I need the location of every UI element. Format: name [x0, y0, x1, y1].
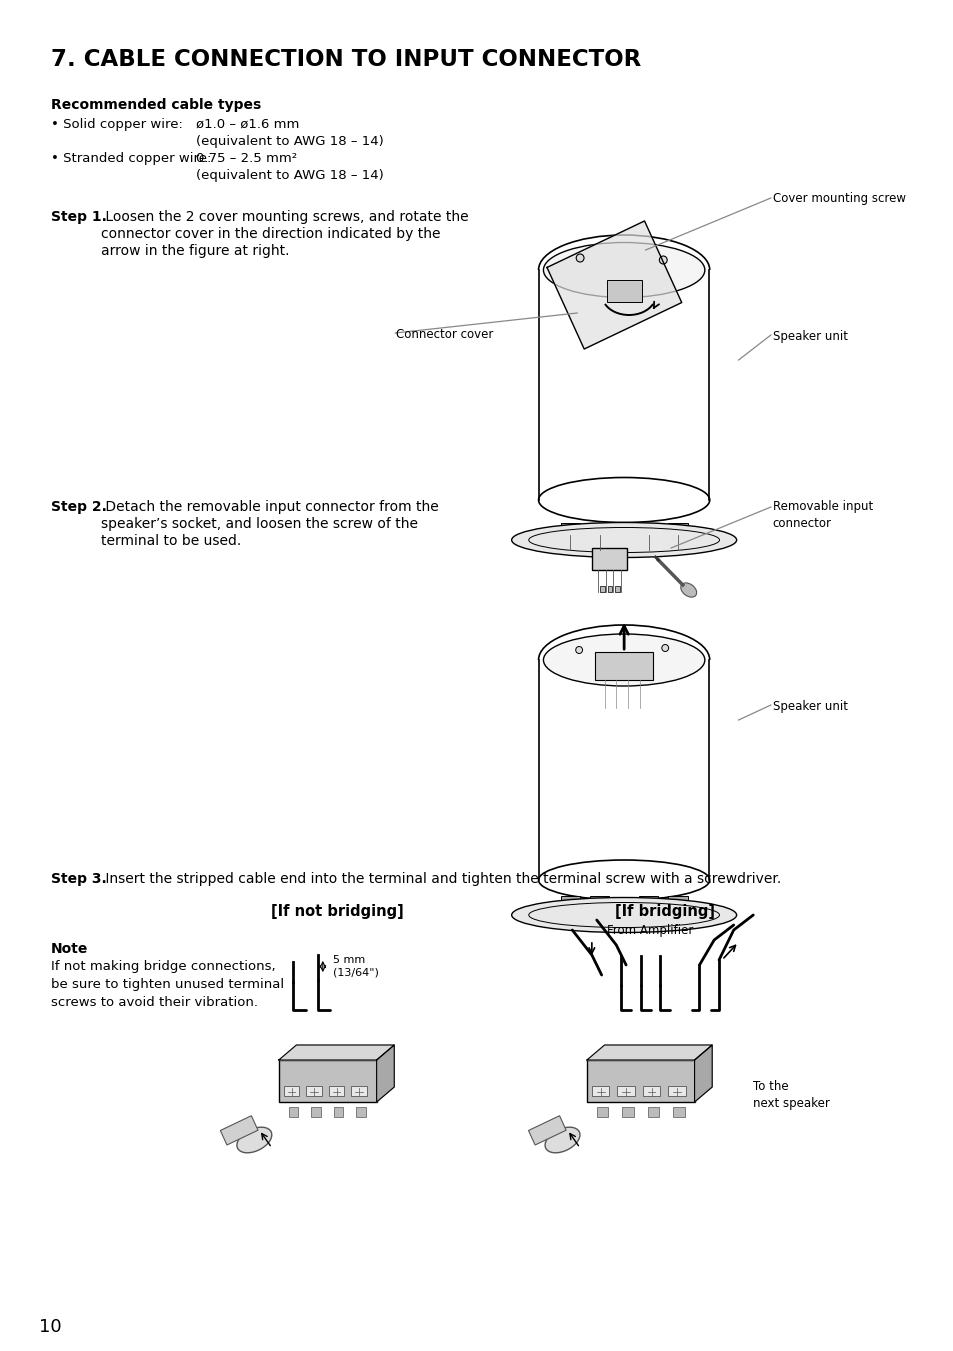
Ellipse shape: [680, 582, 696, 597]
Text: 7. CABLE CONNECTION TO INPUT CONNECTOR: 7. CABLE CONNECTION TO INPUT CONNECTOR: [51, 49, 640, 72]
Text: (equivalent to AWG 18 – 14): (equivalent to AWG 18 – 14): [195, 135, 383, 149]
Text: arrow in the figure at right.: arrow in the figure at right.: [101, 245, 289, 258]
Text: Step 1.: Step 1.: [51, 209, 107, 224]
Bar: [283, 1086, 299, 1096]
Text: 5 mm
(13/64"): 5 mm (13/64"): [333, 955, 378, 977]
Bar: [351, 1086, 367, 1096]
Bar: [642, 1086, 659, 1096]
Ellipse shape: [544, 1127, 579, 1152]
Ellipse shape: [543, 634, 704, 686]
Bar: [586, 1061, 694, 1102]
Text: Cover mounting screw: Cover mounting screw: [772, 192, 905, 205]
Bar: [667, 896, 687, 908]
Ellipse shape: [511, 897, 736, 932]
Bar: [589, 523, 609, 535]
Bar: [355, 1106, 366, 1117]
Circle shape: [576, 254, 583, 262]
Circle shape: [659, 255, 666, 263]
Text: Connector cover: Connector cover: [395, 328, 493, 340]
Bar: [278, 1061, 376, 1102]
Bar: [311, 1106, 320, 1117]
Bar: [599, 586, 604, 592]
Bar: [639, 523, 658, 535]
Text: Recommended cable types: Recommended cable types: [51, 99, 261, 112]
Text: Speaker unit: Speaker unit: [772, 700, 847, 713]
Text: ø1.0 – ø1.6 mm: ø1.0 – ø1.6 mm: [195, 118, 298, 131]
Circle shape: [575, 647, 582, 654]
Polygon shape: [278, 1046, 394, 1061]
Polygon shape: [586, 1046, 712, 1061]
Bar: [606, 280, 641, 303]
Text: speaker’s socket, and loosen the screw of the: speaker’s socket, and loosen the screw o…: [101, 517, 417, 531]
Text: • Stranded copper wire:: • Stranded copper wire:: [51, 153, 211, 165]
Bar: [615, 586, 619, 592]
Text: Insert the stripped cable end into the terminal and tighten the terminal screw w: Insert the stripped cable end into the t…: [101, 871, 781, 886]
Bar: [667, 1086, 685, 1096]
Text: 0.75 – 2.5 mm²: 0.75 – 2.5 mm²: [195, 153, 296, 165]
Ellipse shape: [511, 523, 736, 558]
Bar: [594, 653, 653, 680]
Text: Note: Note: [51, 942, 89, 957]
Bar: [667, 523, 687, 535]
Text: If not making bridge connections,
be sure to tighten unused terminal
screws to a: If not making bridge connections, be sur…: [51, 961, 284, 1009]
Text: 10: 10: [39, 1319, 62, 1336]
Bar: [607, 586, 612, 592]
Bar: [306, 1086, 321, 1096]
Text: [If bridging]: [If bridging]: [615, 904, 715, 919]
Bar: [673, 1106, 684, 1117]
Bar: [334, 1106, 343, 1117]
Text: • Solid copper wire:: • Solid copper wire:: [51, 118, 183, 131]
Circle shape: [661, 644, 668, 651]
Bar: [591, 1086, 609, 1096]
Text: Speaker unit: Speaker unit: [772, 330, 847, 343]
Bar: [560, 896, 579, 908]
Bar: [617, 1086, 635, 1096]
Polygon shape: [376, 1046, 394, 1102]
Bar: [591, 549, 626, 570]
Text: [If not bridging]: [If not bridging]: [271, 904, 403, 919]
Ellipse shape: [543, 242, 704, 297]
Bar: [647, 1106, 659, 1117]
Bar: [329, 1086, 344, 1096]
Bar: [597, 1106, 608, 1117]
Polygon shape: [546, 222, 681, 349]
Bar: [589, 896, 609, 908]
Bar: [528, 1116, 565, 1146]
Text: (equivalent to AWG 18 – 14): (equivalent to AWG 18 – 14): [195, 169, 383, 182]
Bar: [560, 523, 579, 535]
Polygon shape: [694, 1046, 712, 1102]
Text: terminal to be used.: terminal to be used.: [101, 534, 241, 549]
Bar: [621, 1106, 633, 1117]
Text: To the
next speaker: To the next speaker: [753, 1079, 829, 1111]
Bar: [220, 1116, 257, 1146]
Bar: [289, 1106, 298, 1117]
Text: From Amplifier: From Amplifier: [606, 924, 692, 938]
Ellipse shape: [236, 1127, 272, 1152]
Text: Removable input
connector: Removable input connector: [772, 500, 872, 530]
Text: Step 3.: Step 3.: [51, 871, 107, 886]
Text: Step 2.: Step 2.: [51, 500, 107, 513]
Bar: [639, 896, 658, 908]
Text: Detach the removable input connector from the: Detach the removable input connector fro…: [101, 500, 438, 513]
Text: connector cover in the direction indicated by the: connector cover in the direction indicat…: [101, 227, 439, 240]
Text: Loosen the 2 cover mounting screws, and rotate the: Loosen the 2 cover mounting screws, and …: [101, 209, 468, 224]
